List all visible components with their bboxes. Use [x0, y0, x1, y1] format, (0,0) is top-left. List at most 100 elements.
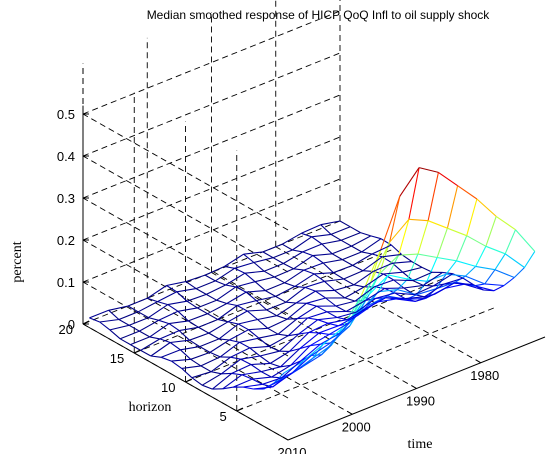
- mesh-line: [503, 277, 515, 286]
- mesh-line: [375, 292, 396, 299]
- mesh-line: [457, 185, 478, 200]
- mesh-line: [248, 329, 260, 339]
- mesh-line: [191, 377, 203, 386]
- x-tick: [411, 385, 417, 389]
- mesh-line: [345, 300, 366, 312]
- mesh-line: [219, 341, 240, 358]
- mesh-line: [415, 293, 435, 302]
- x-tick: [475, 359, 482, 364]
- mesh-line: [417, 253, 438, 259]
- mesh-line: [340, 239, 352, 247]
- mesh-line: [266, 301, 287, 311]
- mesh-line: [232, 378, 253, 388]
- mesh-line: [89, 309, 109, 319]
- z-axis-label: percent: [10, 241, 25, 282]
- mesh-line: [330, 226, 351, 235]
- mesh-line: [340, 232, 361, 241]
- mesh-line: [130, 344, 141, 351]
- mesh-line: [259, 355, 271, 364]
- x-tick-label: 2000: [342, 419, 371, 434]
- mesh-line: [268, 345, 280, 352]
- mesh-line: [290, 360, 302, 366]
- mesh-line: [455, 235, 468, 262]
- mesh-line: [373, 270, 384, 275]
- mesh-line: [298, 319, 319, 335]
- mesh-line: [306, 302, 317, 307]
- mesh-line: [199, 346, 211, 353]
- y-tick: [185, 378, 192, 383]
- mesh-line: [222, 374, 243, 390]
- mesh-line: [485, 245, 506, 255]
- mesh-line: [265, 282, 285, 292]
- mesh-line: [272, 257, 284, 264]
- mesh-line: [320, 342, 331, 345]
- mesh-line: [315, 289, 335, 292]
- mesh-line: [231, 364, 252, 374]
- mesh-line: [226, 302, 238, 307]
- mesh-line: [402, 266, 423, 273]
- y-tick: [236, 407, 243, 412]
- chart-title: Median smoothed response of HICP QoQ Inf…: [147, 8, 491, 22]
- mesh-line: [385, 297, 406, 300]
- mesh-line: [369, 241, 391, 284]
- mesh-line: [267, 327, 279, 335]
- mesh-line: [322, 328, 343, 346]
- mesh-line: [369, 250, 382, 284]
- mesh-line: [274, 276, 285, 284]
- z-tick-label: 0.5: [57, 107, 75, 122]
- mesh-line: [417, 220, 429, 255]
- mesh-line: [474, 283, 485, 287]
- mesh-line: [166, 285, 178, 293]
- mesh-line: [418, 167, 439, 173]
- mesh-line: [211, 371, 222, 375]
- x-tick-label: 1990: [406, 394, 435, 409]
- x-axis-label: time: [408, 437, 433, 452]
- mesh-line: [167, 304, 179, 312]
- mesh-line: [309, 343, 321, 347]
- mesh-line: [405, 296, 425, 300]
- mesh-line: [475, 265, 496, 271]
- mesh-line: [224, 253, 244, 267]
- mesh-line: [446, 185, 459, 229]
- mesh-line: [427, 220, 448, 229]
- mesh-line: [504, 229, 517, 255]
- mesh-line: [352, 264, 364, 272]
- mesh-line: [310, 342, 331, 356]
- mesh-line: [394, 292, 415, 296]
- mesh-line: [118, 319, 130, 326]
- z-gridline-left: [82, 155, 289, 273]
- floor-gridline: [275, 246, 481, 364]
- mesh-line: [197, 299, 217, 309]
- mesh-line: [204, 274, 216, 282]
- mesh-line: [185, 281, 197, 290]
- x-tick-label: 2010: [278, 445, 307, 454]
- mesh-line: [149, 336, 161, 340]
- mesh-line: [433, 273, 454, 287]
- mesh-line: [301, 224, 321, 234]
- mesh-line: [140, 349, 152, 357]
- mesh-line: [235, 281, 256, 288]
- mesh-line: [176, 288, 197, 293]
- mesh-line: [180, 346, 200, 351]
- mesh-line: [485, 216, 497, 247]
- mesh-line: [342, 251, 362, 261]
- mesh-line: [398, 219, 410, 256]
- mesh-line: [301, 232, 312, 238]
- mesh-line: [333, 264, 353, 274]
- mesh-line: [208, 321, 229, 334]
- mesh-line: [285, 301, 297, 304]
- x-tick: [282, 436, 289, 441]
- mesh-line: [253, 262, 265, 272]
- mesh-line: [380, 196, 401, 251]
- mesh-line: [495, 215, 516, 231]
- mesh-line: [288, 333, 299, 337]
- mesh-line: [171, 360, 183, 369]
- mesh-line: [157, 291, 178, 303]
- mesh-line: [260, 371, 272, 378]
- mesh-line: [317, 319, 329, 324]
- mesh-line: [166, 281, 186, 287]
- mesh-line: [476, 198, 497, 217]
- z-gridline-back: [82, 178, 341, 283]
- mesh-line: [413, 285, 434, 296]
- mesh-line: [99, 321, 111, 331]
